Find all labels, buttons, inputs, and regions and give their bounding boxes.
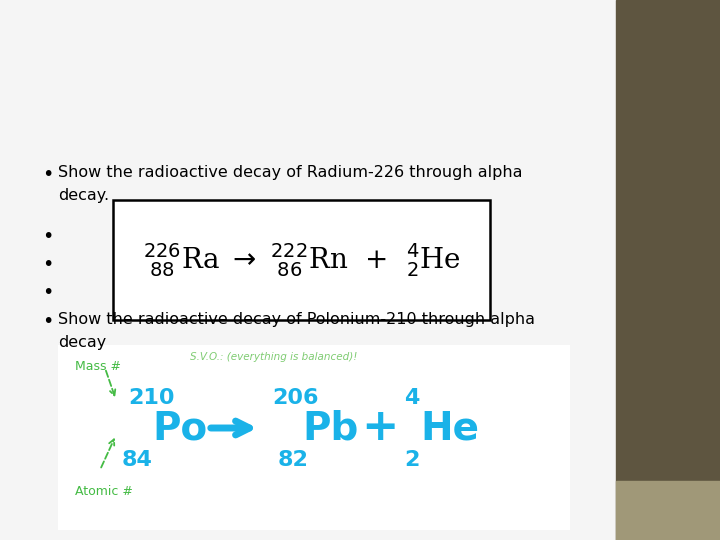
Text: Show the radioactive decay of Polonium-210 through alpha: Show the radioactive decay of Polonium-2…: [58, 312, 535, 327]
Bar: [58, 345, 570, 530]
Text: decay: decay: [58, 335, 107, 350]
Text: 4: 4: [404, 388, 419, 408]
Text: •: •: [42, 165, 53, 184]
Text: •: •: [42, 283, 53, 302]
Text: •: •: [42, 227, 53, 246]
Text: Pb: Pb: [302, 409, 359, 447]
Bar: [616, 0, 720, 540]
Text: Atomic #: Atomic #: [75, 485, 133, 498]
Text: 210: 210: [128, 388, 174, 408]
Text: +: +: [361, 407, 399, 449]
Text: 206: 206: [272, 388, 318, 408]
Bar: [113, 200, 490, 320]
Text: 82: 82: [278, 450, 309, 470]
Text: $^{226}_{\ 88}$Ra $\rightarrow$ $^{222}_{\ 86}$Rn  +  $^{4}_{2}$He: $^{226}_{\ 88}$Ra $\rightarrow$ $^{222}_…: [143, 241, 460, 279]
Text: 2: 2: [404, 450, 419, 470]
Bar: [616, 481, 720, 540]
Text: •: •: [42, 255, 53, 274]
Text: 84: 84: [122, 450, 153, 470]
Text: decay.: decay.: [58, 188, 109, 203]
Text: S.V.O.: (everything is balanced)!: S.V.O.: (everything is balanced)!: [190, 352, 357, 362]
Text: •: •: [42, 312, 53, 331]
Text: Po: Po: [152, 409, 207, 447]
Text: Mass #: Mass #: [75, 360, 121, 373]
Text: Show the radioactive decay of Radium-226 through alpha: Show the radioactive decay of Radium-226…: [58, 165, 523, 180]
Text: He: He: [420, 409, 479, 447]
